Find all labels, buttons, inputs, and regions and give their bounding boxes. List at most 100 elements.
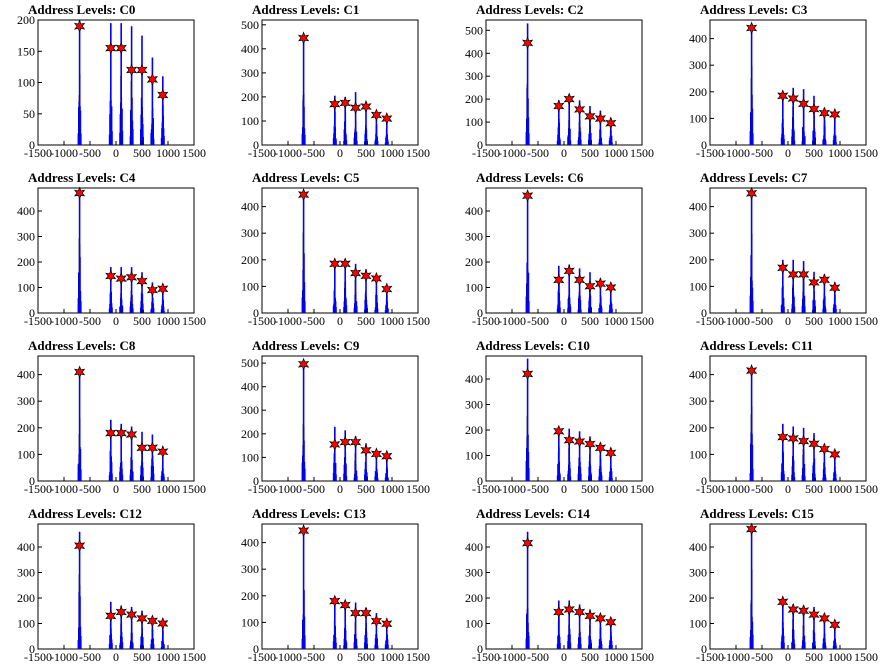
peak-marker [797, 604, 810, 618]
x-tick-label: 1000 [828, 482, 852, 496]
panel-title: Address Levels: C8 [28, 338, 136, 353]
x-tick-label: 1500 [406, 314, 430, 328]
x-tick-label: 1000 [604, 146, 628, 160]
y-tick-label: 300 [241, 562, 259, 576]
x-tick-label: 1000 [156, 146, 180, 160]
x-tick-label: 0 [561, 650, 567, 664]
panel-c0: Address Levels: C0 0 50 100 150 200 -1500-1000… [17, 2, 206, 160]
y-tick-label: 0 [253, 642, 259, 656]
y-tick-label: 400 [689, 32, 707, 46]
peak-marker [787, 267, 799, 281]
peak-marker [521, 36, 534, 50]
x-tick-label: 0 [337, 482, 343, 496]
x-tick-label: -1000 [498, 482, 526, 496]
peak-marker [745, 186, 758, 200]
panel-title: Address Levels: C0 [28, 2, 135, 17]
y-tick-label: 400 [17, 204, 35, 218]
peak-marker [157, 88, 169, 102]
peak-marker [349, 266, 362, 280]
panel-c5: Address Levels: C5 0 100 200 300 400 -1500-100… [241, 170, 430, 328]
y-tick-label: 200 [689, 421, 707, 435]
x-tick-label: -500 [527, 650, 549, 664]
x-tick-label: 1500 [406, 146, 430, 160]
peak-marker [818, 611, 831, 625]
peak-marker [105, 269, 117, 283]
x-tick-label: -1500 [472, 146, 500, 160]
y-tick-label: 400 [241, 536, 259, 550]
x-tick-label: -1500 [696, 482, 724, 496]
y-tick-label: 200 [465, 423, 483, 437]
y-tick-label: 0 [253, 138, 259, 152]
y-tick-label: 0 [253, 306, 259, 320]
peak-marker [349, 606, 362, 620]
y-tick-label: 100 [689, 279, 707, 293]
y-tick-label: 200 [17, 421, 35, 435]
panel-c2: Address Levels: C20100200300400500-1500-… [465, 2, 654, 160]
y-tick-label: 300 [241, 226, 259, 240]
y-tick-label: 300 [465, 566, 483, 580]
x-tick-label: 1500 [854, 314, 878, 328]
peak-marker [521, 189, 534, 203]
y-tick-label: 100 [241, 450, 259, 464]
y-tick-label: 300 [17, 394, 35, 408]
y-tick-label: 200 [241, 90, 259, 104]
x-tick-label: -500 [751, 482, 773, 496]
y-tick-label: 400 [17, 540, 35, 554]
y-tick-label: 300 [689, 226, 707, 240]
x-tick-label: -1000 [722, 650, 750, 664]
peak-marker [584, 437, 596, 451]
panel-c3: Address Levels: C3 0 100 200 300 400 -1500-100… [689, 2, 878, 160]
x-tick-label: -1000 [722, 482, 750, 496]
y-tick-label: 500 [241, 18, 259, 32]
x-tick-label: -500 [303, 314, 325, 328]
plot-frame [709, 355, 867, 482]
y-tick-label: 0 [477, 138, 483, 152]
peak-marker [73, 186, 86, 200]
x-tick-label: 1500 [854, 146, 878, 160]
peak-marker [136, 274, 148, 288]
x-tick-label: 1500 [182, 314, 206, 328]
y-tick-label: 200 [465, 255, 483, 269]
peak-marker [115, 426, 127, 440]
plot-frame [261, 187, 419, 314]
x-tick-label: -500 [79, 482, 101, 496]
peak-marker [136, 611, 148, 625]
y-tick-label: 200 [241, 589, 259, 603]
x-tick-label: 1500 [854, 482, 878, 496]
peak-marker [339, 257, 351, 271]
y-tick-label: 100 [17, 281, 35, 295]
x-tick-label: -1000 [50, 650, 78, 664]
y-tick-label: 100 [465, 115, 483, 129]
panel-title: Address Levels: C7 [700, 170, 808, 185]
y-tick-label: 150 [17, 44, 35, 58]
x-tick-label: -1500 [24, 146, 52, 160]
y-tick-label: 0 [701, 642, 707, 656]
x-tick-label: 500 [357, 314, 375, 328]
peak-marker [521, 367, 534, 381]
panel-title: Address Levels: C9 [252, 338, 360, 353]
peak-marker [787, 91, 799, 106]
y-tick-label: 200 [465, 92, 483, 106]
y-tick-label: 500 [241, 356, 259, 370]
x-tick-label: 500 [357, 650, 375, 664]
panel-c6: Address Levels: C6 0 100 200 300 400 -1500-100… [465, 170, 654, 328]
y-tick-label: 400 [689, 540, 707, 554]
peak-marker [115, 41, 127, 55]
x-tick-label: 1000 [380, 650, 404, 664]
panel-title: Address Levels: C15 [700, 506, 814, 521]
x-tick-label: -1500 [248, 650, 276, 664]
peak-marker [594, 441, 607, 455]
x-tick-label: -1000 [498, 146, 526, 160]
x-tick-label: 0 [785, 650, 791, 664]
peak-marker [829, 618, 841, 632]
y-tick-label: 400 [465, 46, 483, 60]
x-tick-label: 0 [785, 146, 791, 160]
x-tick-label: 500 [805, 482, 823, 496]
y-tick-label: 200 [465, 591, 483, 605]
peak-marker [521, 536, 534, 550]
plot-frame [485, 187, 643, 314]
y-tick-label: 200 [689, 85, 707, 99]
x-tick-label: 1500 [406, 482, 430, 496]
y-tick-label: 0 [477, 306, 483, 320]
panel-title: Address Levels: C1 [252, 2, 359, 17]
